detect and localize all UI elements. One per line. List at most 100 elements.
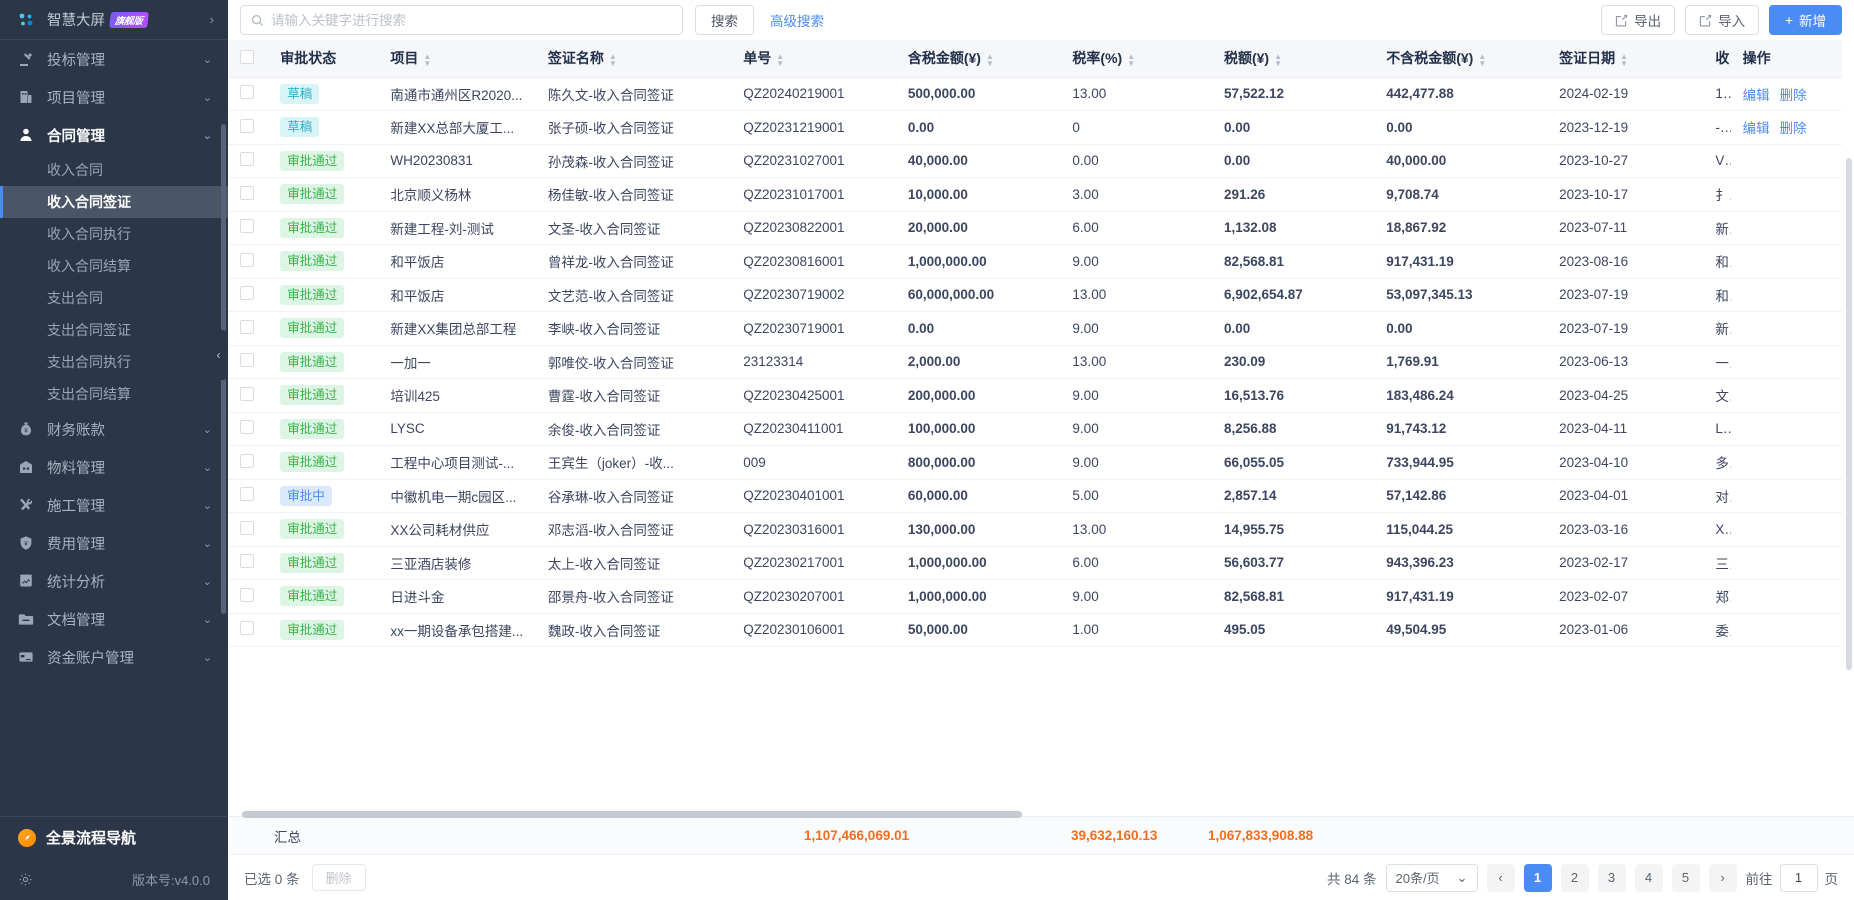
search-button[interactable]: 搜索 [695,5,754,35]
sidebar-subitem-income-contract[interactable]: 收入合同 [0,154,228,186]
row-checkbox[interactable] [240,219,254,234]
sort-icon[interactable]: ▲ ▼ [985,51,994,68]
page-button-1[interactable]: 1 [1523,863,1552,892]
sidebar-item-project[interactable]: 项目管理 ⌄ [0,78,228,116]
edit-link[interactable]: 编辑 [1742,121,1770,137]
table-row[interactable]: 审批通过 北京顺义杨林 杨佳敏-收入合同签证 QZ20231017001 10,000.… [228,177,1842,212]
page-button-3[interactable]: 3 [1597,863,1626,892]
sidebar-subitem-expense-settle[interactable]: 支出合同结算 [0,378,228,410]
table-row[interactable]: 审批通过 和平饭店 文艺范-收入合同签证 QZ20230719002 60,000,00… [228,278,1842,312]
sidebar-collapse-handle[interactable]: ‹ [210,330,227,380]
batch-delete-button[interactable]: 删除 [311,864,366,891]
sidebar-item-construction[interactable]: 施工管理 ⌄ [0,486,228,524]
sidebar-subitem-income-settle[interactable]: 收入合同结算 [0,250,228,282]
sidebar-subitem-income-exec[interactable]: 收入合同执行 [0,218,228,250]
prev-page-button[interactable]: ‹ [1486,863,1515,892]
column-header-tax[interactable]: 税额(¥) ▲ ▼ [1211,40,1375,78]
row-checkbox[interactable] [240,319,254,334]
sidebar-item-bidding[interactable]: 投标管理 ⌄ [0,40,228,78]
cell-name: 邓志滔-收入合同签证 [535,512,732,547]
column-header-notax[interactable]: 不含税金额(¥) ▲ ▼ [1374,40,1548,78]
sidebar-subitem-expense-visa[interactable]: 支出合同签证 [0,314,228,346]
page-size-select[interactable]: 20条/页 ⌄ [1385,863,1478,892]
row-checkbox[interactable] [240,152,254,167]
sort-icon[interactable]: ▲ ▼ [1127,51,1136,68]
sort-icon[interactable]: ▲ ▼ [776,51,785,68]
add-button[interactable]: + 新增 [1769,5,1842,35]
sidebar-item-fund-account[interactable]: 资金账户管理 ⌄ [0,638,228,676]
advanced-search-link[interactable]: 高级搜索 [770,14,824,29]
sidebar-brand[interactable]: 智慧大屏 旗舰版 › [0,0,228,40]
row-checkbox[interactable] [240,85,254,100]
sort-icon[interactable]: ▲ ▼ [423,51,432,68]
column-header-taxamt[interactable]: 含税金额(¥) ▲ ▼ [895,40,1061,78]
table-row[interactable]: 审批通过 LYSC 余俊-收入合同签证 QZ20230411001 100,000.00… [228,412,1842,446]
row-checkbox[interactable] [240,621,254,636]
sidebar-subitem-expense-contract[interactable]: 支出合同 [0,282,228,314]
sidebar-item-analytics[interactable]: 统计分析 ⌄ [0,562,228,600]
sidebar-item-contract[interactable]: 合同管理 ⌄ [0,116,228,154]
column-header-code[interactable]: 单号 ▲ ▼ [731,40,896,78]
sidebar-item-material[interactable]: 物料管理 ⌄ [0,448,228,486]
row-checkbox[interactable] [240,185,254,200]
table-row[interactable]: 审批通过 新建工程-刘-测试 文圣-收入合同签证 QZ20230822001 20,00… [228,211,1842,245]
sidebar-item-expense[interactable]: ¥ 费用管理 ⌄ [0,524,228,562]
row-checkbox[interactable] [240,353,254,368]
import-button[interactable]: 导入 [1685,5,1760,35]
search-input[interactable] [271,12,672,28]
search-box[interactable] [240,5,683,35]
table-row[interactable]: 审批通过 XX公司耗材供应 邓志滔-收入合同签证 QZ20230316001 130,0… [228,512,1842,547]
row-checkbox[interactable] [240,118,254,133]
next-page-button[interactable]: › [1708,863,1737,892]
sidebar-subitem-income-visa[interactable]: 收入合同签证 [0,186,228,218]
table-row[interactable]: 审批中 中徽机电一期c园区... 谷承琳-收入合同签证 QZ20230401001 60… [228,479,1842,513]
row-checkbox[interactable] [240,252,254,267]
chevron-right-icon[interactable]: › [209,12,214,27]
sidebar-item-finance[interactable]: ¥ 财务账款 ⌄ [0,410,228,448]
page-button-4[interactable]: 4 [1634,863,1663,892]
table-horizontal-scrollbar[interactable] [242,811,1022,818]
column-header-label: 签证名称 [547,50,604,67]
row-checkbox[interactable] [240,386,254,401]
delete-link[interactable]: 删除 [1779,121,1807,137]
gear-icon[interactable] [18,872,33,887]
column-header-rate[interactable]: 税率(%) ▲ ▼ [1060,40,1212,78]
table-row[interactable]: 草稿 南通市通州区R2020... 陈久文-收入合同签证 QZ20240219001 5… [228,77,1842,111]
sort-icon[interactable]: ▲ ▼ [1274,51,1283,68]
column-header-project[interactable]: 项目 ▲ ▼ [378,40,536,78]
sort-icon[interactable]: ▲ ▼ [1620,51,1628,68]
table-row[interactable]: 审批通过 培训425 曹霆-收入合同签证 QZ20230425001 200,000.0… [228,378,1842,413]
delete-link[interactable]: 删除 [1779,87,1807,103]
row-checkbox[interactable] [240,487,254,502]
column-header-date[interactable]: 签证日期 ▲ ▼ [1547,40,1704,78]
page-button-5[interactable]: 5 [1671,863,1700,892]
column-header-name[interactable]: 签证名称 ▲ ▼ [535,40,732,78]
row-checkbox[interactable] [240,453,254,468]
sort-icon[interactable]: ▲ ▼ [608,51,617,68]
page-button-2[interactable]: 2 [1560,863,1589,892]
goto-input[interactable] [1779,863,1818,892]
cell-notax: 183,486.24 [1374,378,1548,413]
row-checkbox[interactable] [240,420,254,435]
table-row[interactable]: 审批通过 和平饭店 曾祥龙-收入合同签证 QZ20230816001 1,000,000… [228,244,1842,279]
table-row[interactable]: 审批通过 日进斗金 邵景舟-收入合同签证 QZ20230207001 1,000,000… [228,579,1842,614]
table-row[interactable]: 审批通过 一加一 郭唯佼-收入合同签证 23123314 2,000.00 13.00 23… [228,345,1842,379]
sidebar-subitem-expense-exec[interactable]: 支出合同执行 [0,346,228,378]
row-checkbox[interactable] [240,587,254,602]
sort-icon[interactable]: ▲ ▼ [1478,51,1487,68]
row-checkbox[interactable] [240,286,254,301]
export-button[interactable]: 导出 [1601,5,1676,35]
sidebar-process-nav[interactable]: 全景流程导航 [0,816,228,858]
select-all-checkbox[interactable] [240,49,254,64]
edit-link[interactable]: 编辑 [1742,87,1770,103]
table-row[interactable]: 审批通过 三亚酒店装修 太上-收入合同签证 QZ20230217001 1,000,00… [228,546,1842,580]
table-vertical-scrollbar[interactable] [1846,158,1852,670]
table-row[interactable]: 审批通过 xx一期设备承包搭建... 魏政-收入合同签证 QZ20230106001 5… [228,613,1842,647]
sidebar-item-document[interactable]: 文档管理 ⌄ [0,600,228,638]
table-row[interactable]: 草稿 新建XX总部大厦工... 张子硕-收入合同签证 QZ20231219001 0.0… [228,110,1842,145]
row-checkbox[interactable] [240,520,254,535]
row-checkbox[interactable] [240,554,254,569]
table-row[interactable]: 审批通过 新建XX集团总部工程 李峡-收入合同签证 QZ20230719001 0.00… [228,311,1842,346]
table-row[interactable]: 审批通过 WH20230831 孙茂森-收入合同签证 QZ20231027001 40,… [228,144,1842,178]
table-row[interactable]: 审批通过 工程中心项目测试-... 王宾生（joker）-收... 009 800,00… [228,445,1842,480]
